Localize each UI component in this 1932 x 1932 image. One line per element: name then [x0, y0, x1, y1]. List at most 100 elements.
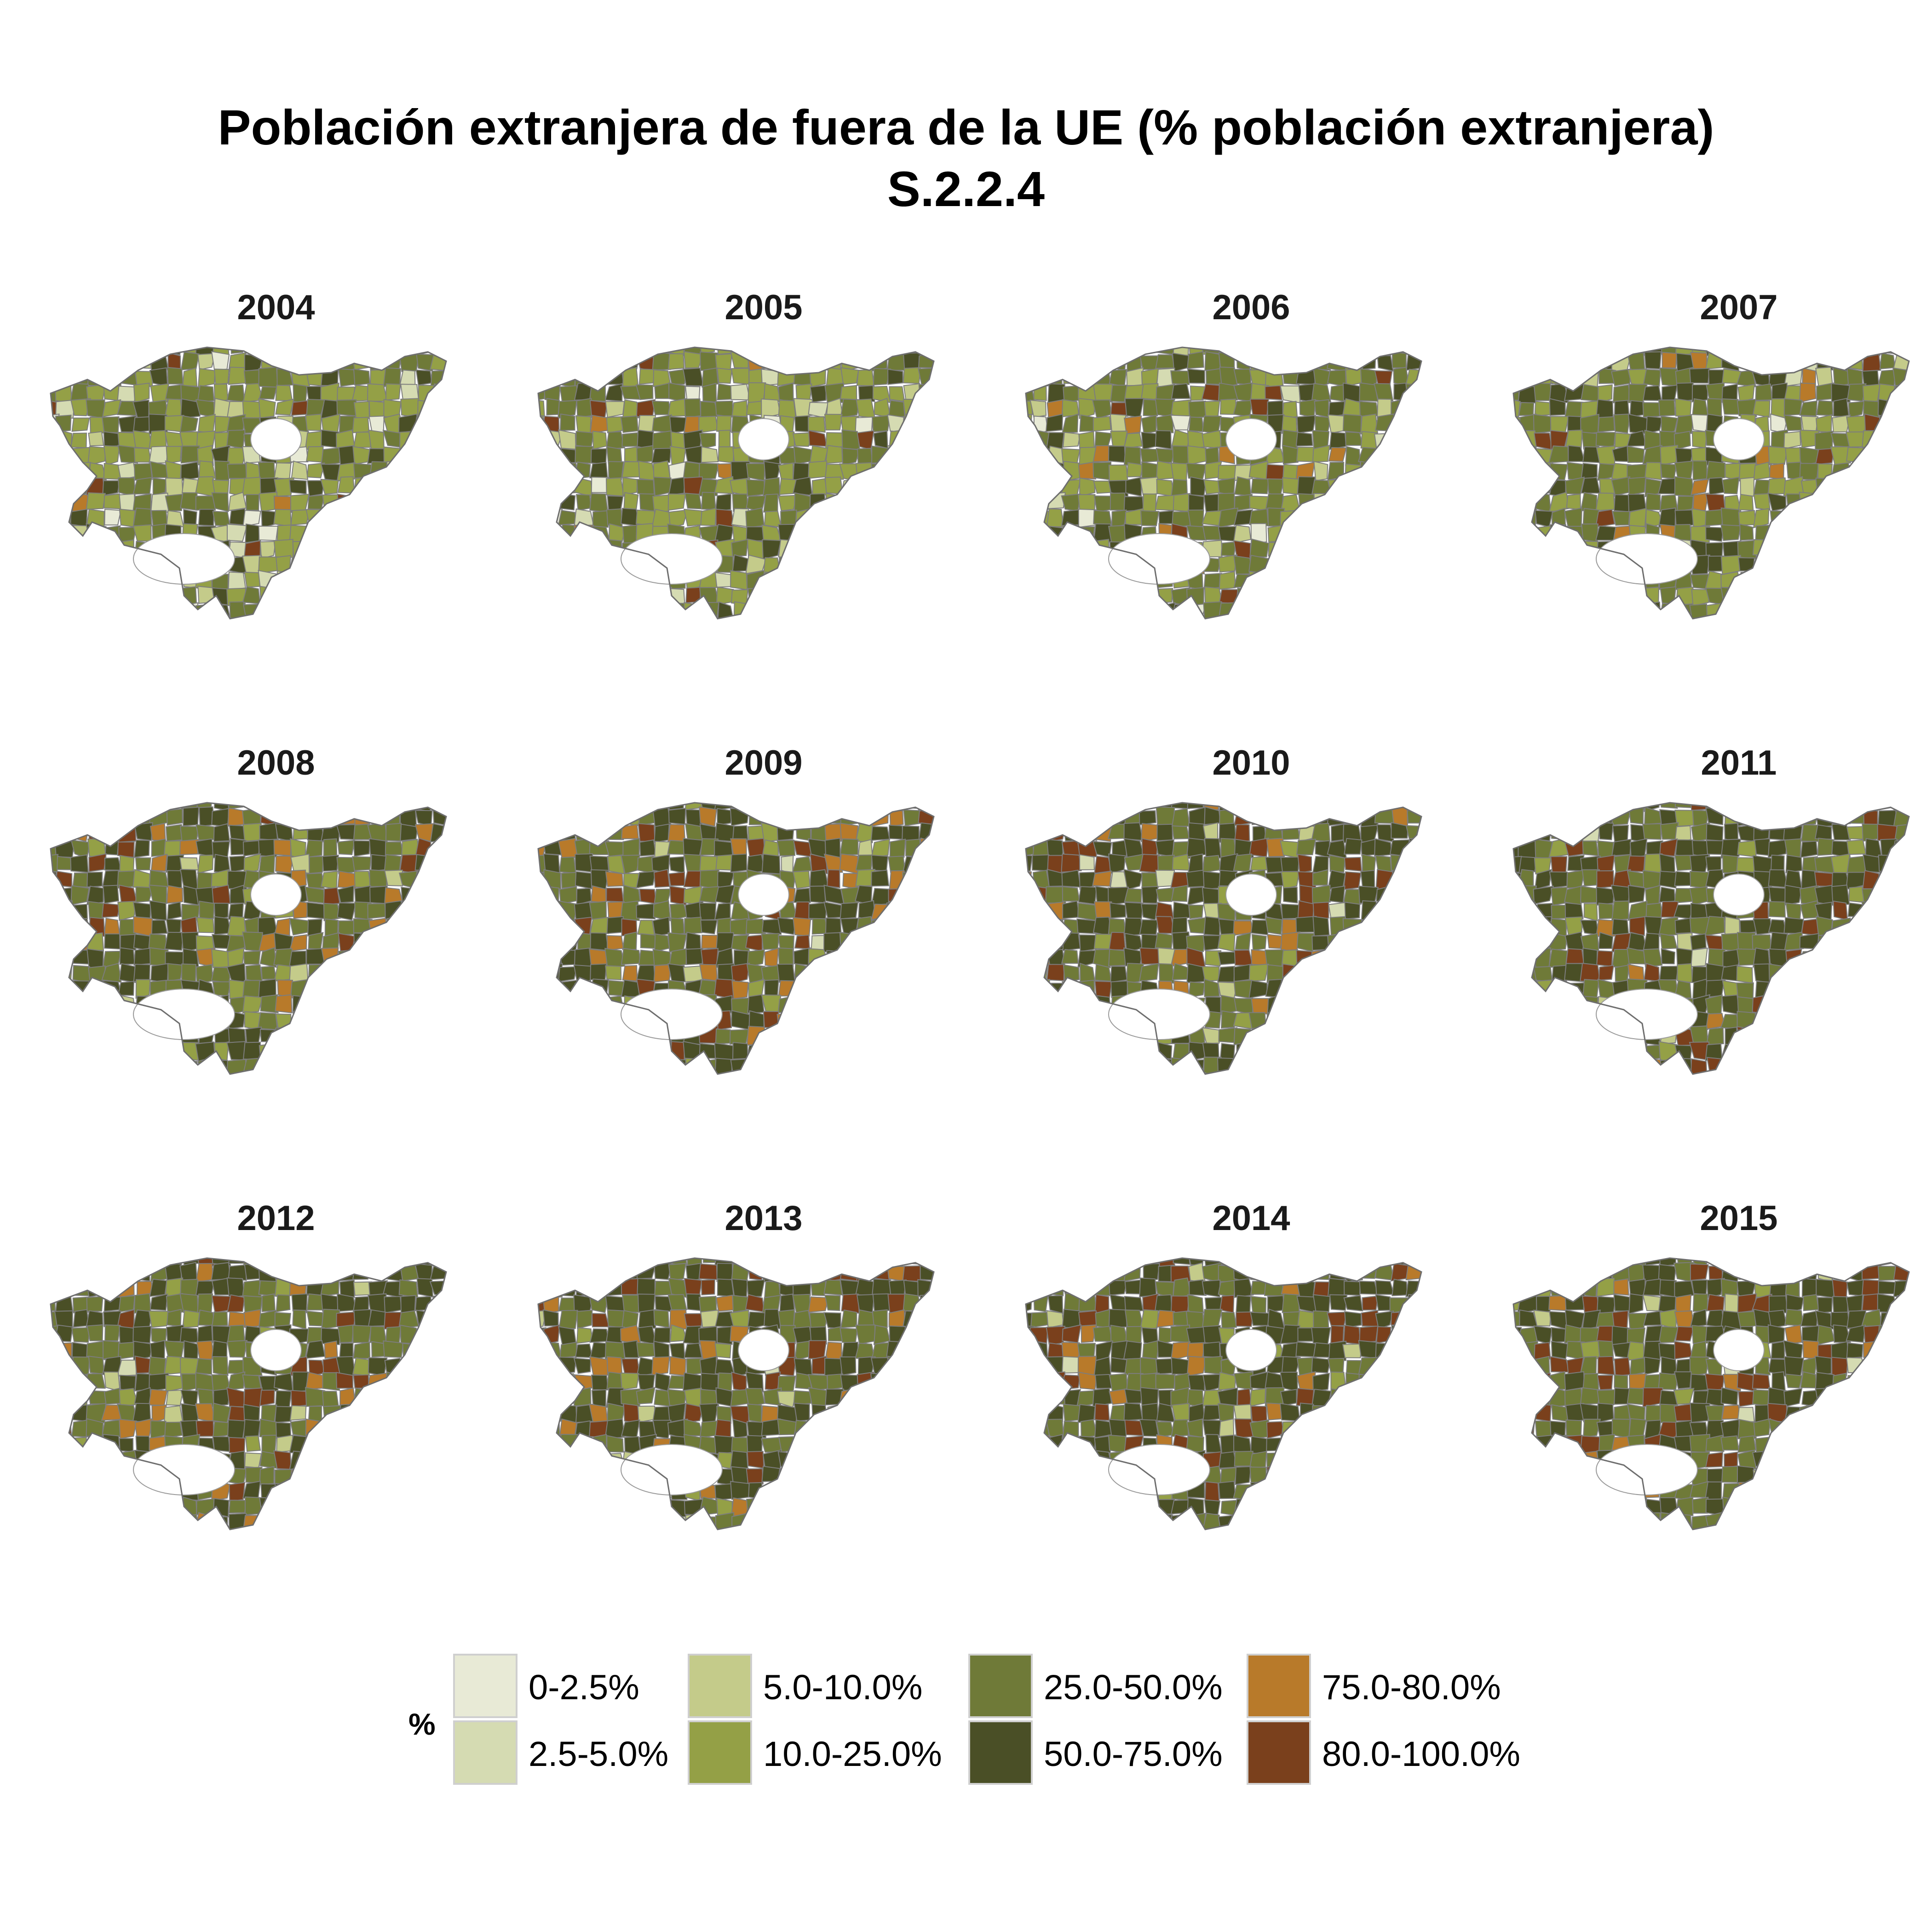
municipality-area — [322, 1391, 339, 1408]
municipality-area — [101, 903, 121, 918]
municipality-area — [1109, 902, 1127, 919]
municipality-area — [1785, 1013, 1803, 1029]
municipality-area — [1031, 604, 1049, 619]
municipality-area — [353, 463, 372, 479]
municipality-area — [1342, 414, 1362, 433]
municipality-area — [538, 995, 546, 1015]
municipality-area — [592, 824, 610, 842]
map-panels: 2004 2005 2006 2007 2008 2009 2010 2011 2012 2013… — [50, 288, 1928, 1547]
municipality-area — [1834, 509, 1851, 527]
municipality-area — [573, 603, 593, 619]
municipality-area — [70, 1451, 89, 1468]
municipality-area — [117, 604, 135, 619]
municipality-area — [1863, 1012, 1882, 1031]
municipality-area — [448, 870, 465, 890]
municipality-area — [747, 618, 764, 619]
municipality-area — [1108, 347, 1128, 355]
municipality-area — [538, 980, 546, 998]
panel-year-label: 2009 — [724, 743, 803, 782]
municipality-area — [1817, 838, 1834, 856]
municipality-area — [1047, 1029, 1065, 1045]
municipality-area — [1908, 886, 1909, 903]
municipality-area — [1707, 617, 1726, 619]
municipality-area — [856, 539, 874, 558]
municipality-area — [211, 492, 229, 512]
municipality-area — [1862, 933, 1881, 950]
municipality-area — [273, 588, 295, 607]
municipality-area — [1739, 523, 1754, 541]
municipality-area — [103, 1434, 121, 1455]
municipality-area — [855, 495, 873, 511]
municipality-area — [353, 1309, 372, 1328]
municipality-area — [1407, 430, 1421, 451]
municipality-area — [338, 1258, 357, 1267]
municipality-area — [1892, 383, 1909, 400]
municipality-area — [1252, 1076, 1268, 1092]
municipality-area — [933, 540, 934, 559]
municipality-area — [1911, 433, 1928, 449]
municipality-area — [684, 1342, 703, 1358]
municipality-area — [71, 554, 87, 575]
municipality-area — [919, 837, 934, 857]
municipality-area — [431, 1528, 446, 1530]
municipality-area — [291, 1059, 309, 1074]
no-data-area — [738, 874, 789, 916]
municipality-area — [1109, 1042, 1126, 1061]
municipality-area — [1249, 806, 1269, 825]
municipality-area — [1533, 414, 1553, 434]
municipality-area — [1048, 539, 1063, 558]
municipality-area — [135, 1531, 152, 1547]
municipality-area — [1078, 822, 1098, 841]
municipality-area — [935, 416, 953, 432]
municipality-area — [351, 1403, 370, 1423]
municipality-area — [793, 870, 811, 889]
municipality-area — [1847, 965, 1867, 982]
municipality-area — [1720, 1014, 1740, 1029]
municipality-area — [872, 571, 891, 591]
municipality-area — [321, 353, 339, 372]
municipality-area — [747, 803, 766, 810]
municipality-area — [1139, 618, 1159, 619]
municipality-area — [353, 1258, 371, 1266]
municipality-area — [1767, 803, 1785, 810]
municipality-area — [1767, 492, 1787, 512]
municipality-area — [731, 980, 749, 1000]
municipality-area — [305, 351, 325, 372]
municipality-area — [636, 445, 654, 464]
municipality-area — [887, 1258, 904, 1267]
municipality-area — [383, 1513, 400, 1530]
municipality-area — [402, 460, 419, 481]
municipality-area — [446, 1453, 465, 1468]
municipality-area — [1549, 996, 1568, 1015]
municipality-area — [86, 886, 104, 905]
municipality-area — [72, 1515, 87, 1530]
municipality-area — [398, 1279, 419, 1298]
municipality-area — [1503, 1074, 1520, 1089]
municipality-area — [1158, 588, 1173, 604]
municipality-area — [415, 1076, 433, 1093]
municipality-area — [102, 416, 120, 433]
municipality-area — [1846, 431, 1865, 448]
municipality-area — [1346, 806, 1361, 826]
municipality-area — [367, 1372, 388, 1392]
municipality-area — [561, 524, 576, 543]
municipality-area — [701, 446, 719, 463]
municipality-area — [1156, 823, 1173, 841]
municipality-area — [607, 354, 626, 372]
municipality-area — [857, 980, 875, 999]
municipality-area — [840, 1258, 858, 1267]
municipality-area — [51, 617, 57, 619]
municipality-area — [1373, 347, 1394, 356]
municipality-area — [761, 994, 782, 1013]
municipality-area — [1061, 1059, 1080, 1074]
municipality-area — [119, 947, 135, 965]
municipality-area — [446, 885, 464, 904]
municipality-area — [242, 1515, 263, 1530]
municipality-area — [668, 856, 685, 874]
municipality-area — [447, 1310, 463, 1329]
municipality-area — [383, 1340, 404, 1358]
municipality-area — [545, 603, 563, 619]
municipality-area — [780, 1263, 797, 1281]
municipality-area — [746, 479, 765, 497]
municipality-area — [699, 347, 715, 354]
